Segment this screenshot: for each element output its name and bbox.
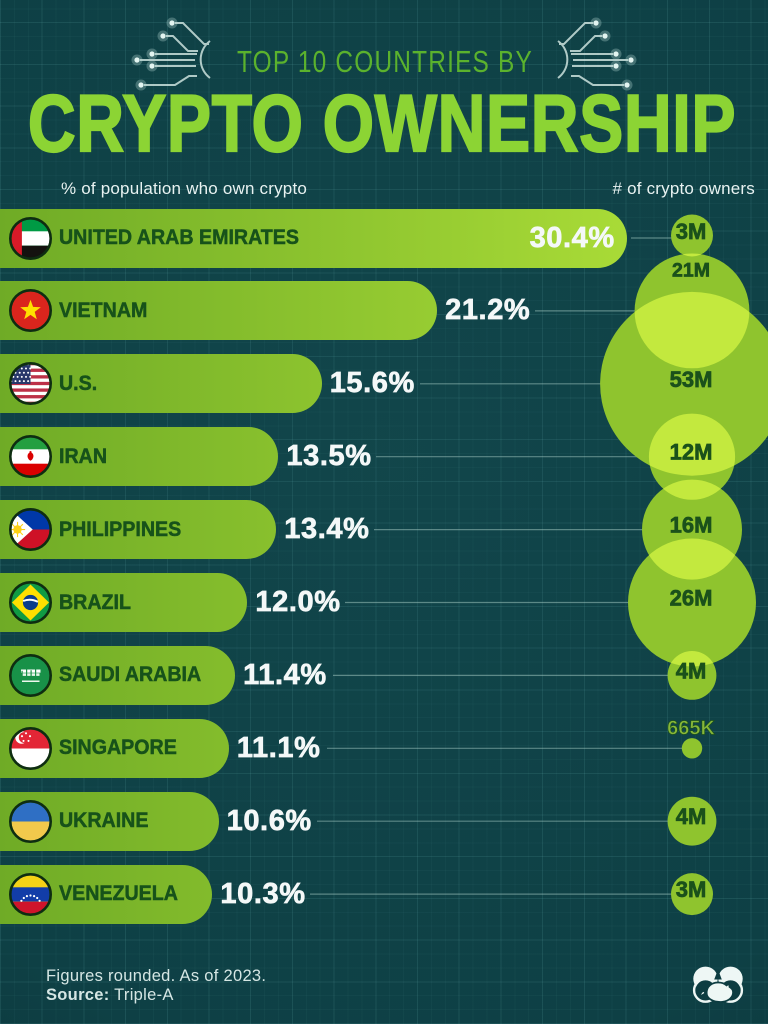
svg-text:4M: 4M <box>676 804 707 829</box>
svg-text:3M: 3M <box>676 877 707 902</box>
svg-text:53M: 53M <box>670 367 713 392</box>
svg-text:3M: 3M <box>676 219 707 244</box>
svg-text:16M: 16M <box>670 513 713 538</box>
svg-text:12M: 12M <box>670 440 713 465</box>
svg-text:26M: 26M <box>670 586 713 611</box>
svg-text:665K: 665K <box>667 717 715 739</box>
svg-text:4M: 4M <box>676 658 707 683</box>
svg-text:21M: 21M <box>672 260 710 282</box>
